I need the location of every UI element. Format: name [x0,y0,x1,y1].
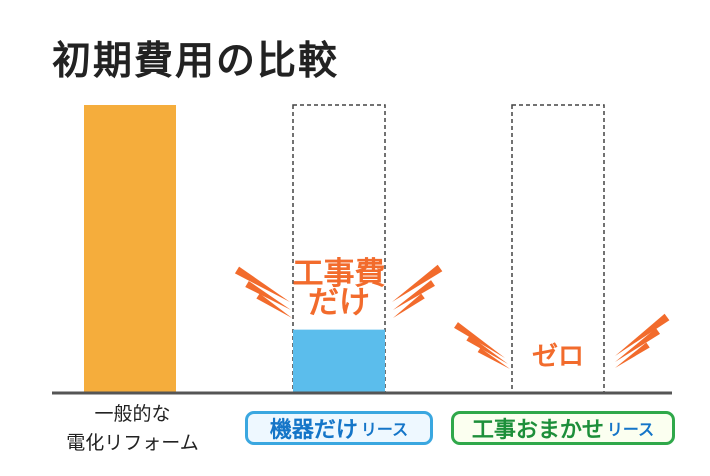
annotation-label: 工事費 [293,256,386,292]
emphasis-ray [393,293,425,318]
emphasis-ray [234,266,290,302]
bar [293,329,385,393]
category-label-line-2: 電化リフォーム [66,432,199,454]
badge-main-text: 工事おまかせ [471,418,604,443]
emphasis-ray [245,280,291,310]
emphasis-ray [454,322,505,358]
bar [84,105,176,393]
emphasis-ray [615,342,650,368]
reference-outline-bar [292,104,386,394]
category-badge-full-service-lease: 工事おまかせ リース [451,411,675,445]
bars [84,104,605,394]
annotation-label: だけ [308,285,370,321]
emphasis-ray [393,280,435,310]
emphasis-ray [477,347,510,369]
reference-outline-bar [511,104,605,394]
emphasis-ray [466,335,508,364]
category-label-line-1: 一般的な [94,403,171,425]
category-label-general-reform: 一般的な 電化リフォーム [50,400,215,458]
badge-sub-text: リース [606,420,655,439]
badge-sub-text: リース [360,420,409,439]
emphasis-ray [615,328,661,362]
chart-title: 初期費用の比較 [52,39,340,84]
emphasis-burst-lines [234,264,670,369]
badge-main-text: 機器だけ [269,418,358,443]
category-badge-equipment-lease: 機器だけ リース [245,411,433,445]
emphasis-ray [392,264,443,302]
emphasis-ray [615,313,670,356]
annotation-label: ゼロ [532,342,584,372]
emphasis-ray [256,293,292,318]
